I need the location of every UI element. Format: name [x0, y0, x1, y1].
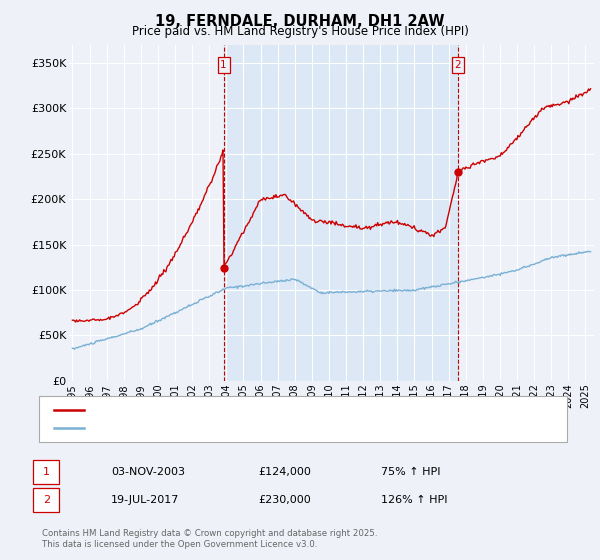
Text: 126% ↑ HPI: 126% ↑ HPI: [381, 494, 448, 505]
Text: 19, FERNDALE, DURHAM, DH1 2AW: 19, FERNDALE, DURHAM, DH1 2AW: [155, 14, 445, 29]
Text: 1: 1: [43, 467, 50, 477]
Text: 2: 2: [455, 60, 461, 70]
Text: HPI: Average price, semi-detached house, County Durham: HPI: Average price, semi-detached house,…: [93, 423, 397, 433]
Text: 75% ↑ HPI: 75% ↑ HPI: [381, 467, 440, 477]
Text: 03-NOV-2003: 03-NOV-2003: [111, 467, 185, 477]
Text: £124,000: £124,000: [258, 467, 311, 477]
Text: 2: 2: [43, 494, 50, 505]
Text: 19-JUL-2017: 19-JUL-2017: [111, 494, 179, 505]
Text: 1: 1: [220, 60, 227, 70]
Text: Price paid vs. HM Land Registry's House Price Index (HPI): Price paid vs. HM Land Registry's House …: [131, 25, 469, 38]
Text: £230,000: £230,000: [258, 494, 311, 505]
Text: Contains HM Land Registry data © Crown copyright and database right 2025.
This d: Contains HM Land Registry data © Crown c…: [42, 529, 377, 549]
Bar: [224, 45, 458, 381]
Text: 19, FERNDALE, DURHAM, DH1 2AW (semi-detached house): 19, FERNDALE, DURHAM, DH1 2AW (semi-deta…: [93, 405, 400, 415]
